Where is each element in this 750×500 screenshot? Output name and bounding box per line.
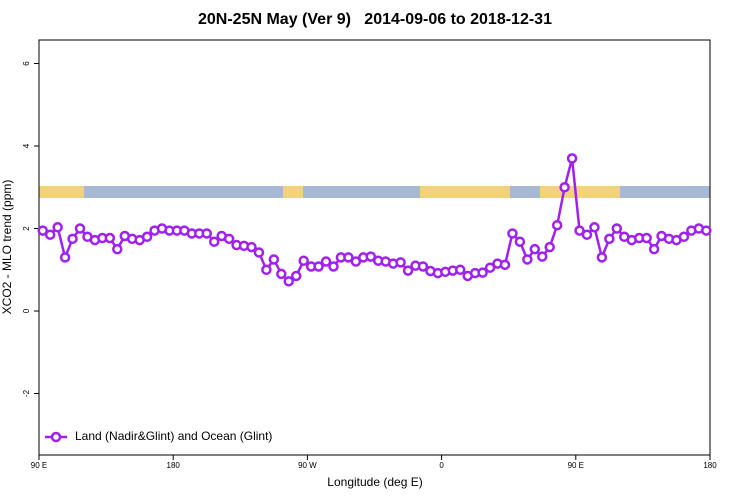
x-tick-label: 180 [703, 461, 717, 470]
data-point [604, 233, 615, 245]
data-point [223, 233, 235, 245]
data-point [268, 254, 280, 265]
data-point [395, 257, 406, 268]
y-tick-label: 2 [22, 226, 31, 231]
x-tick-label: 90 W [298, 461, 317, 470]
y-axis-label: XCO2 - MLO trend (ppm) [0, 180, 14, 315]
map-strip [39, 186, 710, 198]
data-point [551, 219, 563, 231]
data-point [648, 243, 660, 255]
data-point [37, 225, 48, 236]
data-point [365, 251, 377, 262]
data-point [514, 236, 526, 247]
data-point [246, 241, 257, 253]
data-point [261, 264, 272, 276]
x-tick-label: 90 E [31, 461, 47, 470]
legend-marker [50, 431, 62, 443]
data-point [522, 254, 533, 265]
y-tick-label: 4 [22, 143, 31, 148]
data-point [44, 229, 56, 240]
data-point [477, 267, 488, 278]
data-point [589, 222, 600, 233]
data-point [350, 256, 362, 267]
x-axis-label: Longitude (deg E) [327, 475, 422, 489]
data-point [507, 228, 518, 239]
data-point [104, 232, 116, 244]
data-point [566, 153, 578, 164]
data-point [328, 261, 339, 272]
data-point [678, 231, 690, 243]
data-point [544, 241, 555, 253]
data-point [454, 264, 466, 276]
data-point [67, 233, 78, 245]
y-tick-label: 0 [22, 308, 31, 313]
data-point [59, 252, 71, 263]
data-point [208, 236, 220, 247]
data-point [290, 270, 302, 282]
data-point [701, 225, 712, 236]
data-point [574, 225, 585, 236]
y-tick-label: -2 [22, 389, 31, 397]
x-tick-label: 180 [167, 461, 181, 470]
data-point [201, 228, 212, 239]
data-point [537, 251, 548, 262]
x-tick-label: 0 [439, 461, 444, 470]
data-point [611, 223, 623, 234]
plot-frame [38, 39, 711, 456]
data-point [484, 262, 496, 273]
data-point [74, 223, 86, 234]
data-point [52, 222, 63, 233]
data-point [402, 265, 414, 276]
data-point [253, 247, 265, 258]
chart-title: 20N-25N May (Ver 9) 2014-09-06 to 2018-1… [198, 11, 552, 28]
data-point [112, 243, 123, 255]
data-point [641, 232, 652, 244]
legend-label: Land (Nadir&Glint) and Ocean (Glint) [75, 429, 272, 443]
data-point [499, 259, 511, 271]
data-point [417, 261, 429, 272]
data-point [343, 252, 354, 263]
data-point [276, 268, 287, 280]
data-point [581, 229, 593, 240]
data-point [141, 231, 153, 243]
data-point [313, 261, 324, 272]
data-point [596, 252, 608, 263]
y-tick-label: 6 [22, 61, 31, 66]
data-point [320, 256, 332, 267]
x-tick-label: 90 E [568, 461, 584, 470]
data-point [283, 276, 295, 287]
data-point [559, 182, 570, 193]
data-point [298, 255, 309, 266]
data-point [529, 243, 541, 255]
